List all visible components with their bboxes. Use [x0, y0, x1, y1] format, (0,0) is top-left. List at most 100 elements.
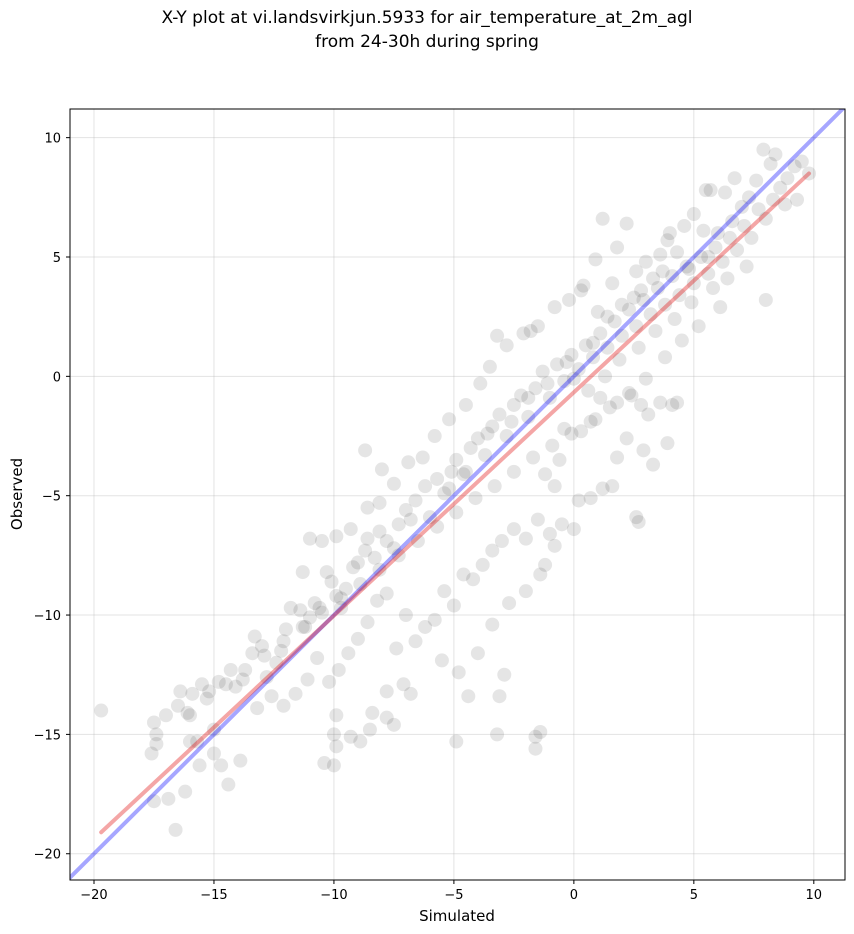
scatter-point	[734, 199, 749, 214]
y-tick-label: −10	[34, 609, 61, 624]
y-axis-ticks: −20 −15 −10 −5 0 5 10	[34, 132, 70, 863]
scatter-point	[696, 223, 711, 238]
scatter-point	[338, 581, 353, 596]
scatter-point	[415, 450, 430, 465]
scatter-point	[622, 386, 637, 401]
scatter-point	[581, 383, 596, 398]
scatter-point	[638, 254, 653, 269]
scatter-point	[264, 689, 279, 704]
scatter-point	[324, 574, 339, 589]
scatter-point	[418, 479, 433, 494]
scatter-point	[485, 419, 500, 434]
scatter-point	[353, 734, 368, 749]
scatter-point	[214, 758, 229, 773]
scatter-point	[490, 727, 505, 742]
scatter-point	[360, 531, 375, 546]
scatter-point	[182, 734, 197, 749]
scatter-point	[403, 686, 418, 701]
scatter-point	[466, 572, 481, 587]
scatter-point	[274, 643, 289, 658]
scatter-point	[146, 794, 161, 809]
scatter-point	[276, 698, 291, 713]
scatter-point	[629, 264, 644, 279]
scatter-point	[475, 557, 490, 572]
scatter-point	[293, 603, 308, 618]
scatter-point	[350, 555, 365, 570]
scatter-point	[653, 395, 668, 410]
scatter-point	[250, 701, 265, 716]
scatter-point	[610, 240, 625, 255]
scatter-point	[619, 216, 634, 231]
scatter-point	[408, 634, 423, 649]
scatter-point	[492, 689, 507, 704]
scatter-point	[341, 646, 356, 661]
scatter-point	[787, 159, 802, 174]
scatter-point	[528, 729, 543, 744]
y-tick-label: 0	[53, 370, 61, 385]
plot-frame	[69, 108, 846, 881]
scatter-point	[427, 612, 442, 627]
scatter-point	[302, 610, 317, 625]
scatter-point	[595, 211, 610, 226]
scatter-point	[319, 565, 334, 580]
scatter-point	[367, 550, 382, 565]
scatter-point	[648, 323, 663, 338]
scatter-point	[778, 197, 793, 212]
scatter-point	[773, 180, 788, 195]
scatter-point	[641, 407, 656, 422]
scatter-point	[398, 608, 413, 623]
scatter-point	[674, 333, 689, 348]
scatter-point	[660, 233, 675, 248]
scatter-point	[679, 259, 694, 274]
scatter-point	[494, 534, 509, 549]
scatter-point	[533, 725, 548, 740]
scatter-point	[372, 524, 387, 539]
scatter-point	[295, 565, 310, 580]
scatter-point	[449, 452, 464, 467]
scatter-point	[571, 362, 586, 377]
scatter-point	[480, 426, 495, 441]
scatter-point	[490, 328, 505, 343]
scatter-point	[449, 505, 464, 520]
scatter-point	[612, 352, 627, 367]
scatter-point	[538, 557, 553, 572]
scatter-point	[638, 371, 653, 386]
scatter-point	[619, 431, 634, 446]
scatter-point	[686, 276, 701, 291]
scatter-point	[144, 746, 159, 761]
scatter-point	[653, 247, 668, 262]
scatter-point	[701, 249, 716, 264]
scatter-point	[257, 648, 272, 663]
scatter-point	[686, 207, 701, 222]
x-tick-label: −15	[200, 888, 227, 903]
x-tick-label: −5	[444, 888, 463, 903]
scatter-point	[614, 328, 629, 343]
scatter-point	[199, 691, 214, 706]
x-tick-label: −20	[80, 888, 107, 903]
scatter-point	[698, 183, 713, 198]
scatter-point	[178, 784, 193, 799]
scatter-point	[605, 276, 620, 291]
scatter-point	[487, 479, 502, 494]
scatter-point	[562, 292, 577, 307]
scatter-point	[742, 190, 757, 205]
scatter-point	[307, 596, 322, 611]
scatter-point	[530, 512, 545, 527]
regression-line	[99, 171, 812, 835]
scatter-point	[317, 756, 332, 771]
scatter-point	[802, 166, 817, 181]
scatter-point	[358, 543, 373, 558]
scatter-point	[182, 708, 197, 723]
scatter-point	[300, 672, 315, 687]
scatter-point	[492, 407, 507, 422]
scatter-point	[322, 674, 337, 689]
y-tick-label: 10	[44, 132, 61, 147]
scatter-point	[314, 534, 329, 549]
scatter-point	[554, 517, 569, 532]
scatter-point	[545, 438, 560, 453]
scatter-point	[790, 192, 805, 207]
scatter-point	[768, 147, 783, 162]
scatter-point	[360, 500, 375, 515]
scatter-point	[763, 156, 778, 171]
